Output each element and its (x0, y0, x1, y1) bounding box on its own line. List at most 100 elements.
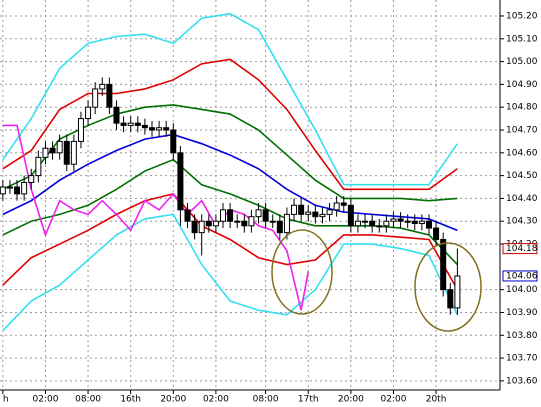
y-tick-label: 104.70 (506, 126, 538, 136)
candle-body (312, 211, 319, 218)
x-tick-label: 17th (298, 395, 319, 405)
x-tick-label: h (3, 395, 9, 405)
indicator-line (2, 124, 310, 311)
candle-body (205, 220, 212, 227)
x-tick-label: 02:00 (203, 395, 229, 405)
x-tick-label: 20th (426, 395, 447, 405)
candle-body (347, 204, 354, 227)
candle-body (283, 213, 290, 234)
candle-body (63, 140, 70, 165)
y-tick-label: 105.10 (506, 34, 538, 44)
y-tick-label: 104.60 (506, 148, 538, 158)
candle-body (326, 209, 333, 215)
candle-body (319, 213, 326, 218)
candle-body (113, 106, 120, 124)
price-label: 104.18 (506, 244, 538, 254)
candle-body (28, 175, 35, 183)
candle-body (305, 211, 312, 215)
x-tick-label: 20:00 (338, 395, 364, 405)
candle-body (276, 220, 283, 234)
y-tick-label: 105.00 (506, 57, 538, 67)
candle-body (390, 218, 397, 222)
indicator-line (2, 12, 459, 186)
candle-body (255, 209, 262, 218)
x-tick-label: 16th (120, 395, 141, 405)
annotation-ellipse (414, 242, 482, 332)
candle-body (177, 152, 184, 211)
candle-body (362, 220, 369, 223)
candle-body (127, 122, 134, 126)
candle-body (354, 220, 361, 227)
candle-body (49, 147, 56, 154)
y-tick-label: 103.80 (506, 331, 538, 341)
y-tick-label: 103.70 (506, 354, 538, 364)
y-tick-label: 104.00 (506, 285, 538, 295)
candle-body (42, 147, 49, 158)
candle-body (425, 220, 432, 229)
candle-body (92, 88, 99, 108)
candle-body (440, 238, 447, 291)
candle-body (120, 122, 127, 126)
candle-body (191, 220, 198, 234)
y-tick-label: 103.60 (506, 376, 538, 386)
candle-body (198, 220, 205, 234)
candle-body (85, 106, 92, 120)
candle-body (269, 220, 276, 223)
candle-body (411, 220, 418, 225)
indicator-line (2, 133, 458, 232)
candle-body (383, 220, 390, 227)
candle-body (333, 202, 340, 211)
y-tick-label: 104.80 (506, 103, 538, 113)
candle-body (212, 220, 219, 227)
candle-body (148, 127, 155, 131)
candle-body (14, 186, 21, 195)
candle-body (99, 83, 106, 90)
candle-body (447, 289, 454, 309)
x-tick-label: 02:00 (32, 395, 58, 405)
candle-body (234, 220, 241, 223)
candle-body (248, 216, 255, 227)
candle-body (298, 204, 305, 215)
candle-body (141, 124, 148, 129)
candle-body (418, 220, 425, 225)
candle-body (291, 204, 298, 215)
candle-body (70, 140, 77, 165)
candle-body (340, 202, 347, 206)
candle-body (0, 186, 6, 195)
y-tick-label: 105.20 (506, 11, 538, 21)
candle-body (376, 225, 383, 228)
candle-body (6, 186, 13, 189)
candle-body (156, 127, 163, 131)
y-tick-label: 104.40 (506, 194, 538, 204)
candle-body (35, 156, 42, 177)
y-tick-label: 104.50 (506, 171, 538, 181)
annotation-ellipse (271, 229, 333, 315)
indicator-line (2, 213, 459, 332)
y-tick-label: 104.90 (506, 80, 538, 90)
candle-body (106, 83, 113, 108)
candle-body (163, 127, 170, 131)
indicator-line (2, 58, 458, 191)
candle-body (77, 118, 84, 142)
candle-body (134, 122, 141, 126)
candle-body (220, 209, 227, 222)
price-label: 104.06 (506, 271, 538, 281)
candle-body (454, 275, 461, 309)
x-tick-label: 20:00 (160, 395, 186, 405)
y-tick-label: 104.30 (506, 217, 538, 227)
price-label-box (502, 243, 538, 255)
indicator-line (2, 192, 459, 291)
candles (0, 77, 461, 315)
y-tick-label: 103.90 (506, 308, 538, 318)
candle-body (404, 220, 411, 223)
candle-body (262, 209, 269, 222)
candle-body (397, 218, 404, 222)
price-label-box (502, 270, 538, 282)
x-tick-label: 02:00 (380, 395, 406, 405)
candle-body (21, 181, 28, 195)
candle-body (184, 209, 191, 222)
candle-body (369, 220, 376, 227)
candle-body (241, 220, 248, 227)
